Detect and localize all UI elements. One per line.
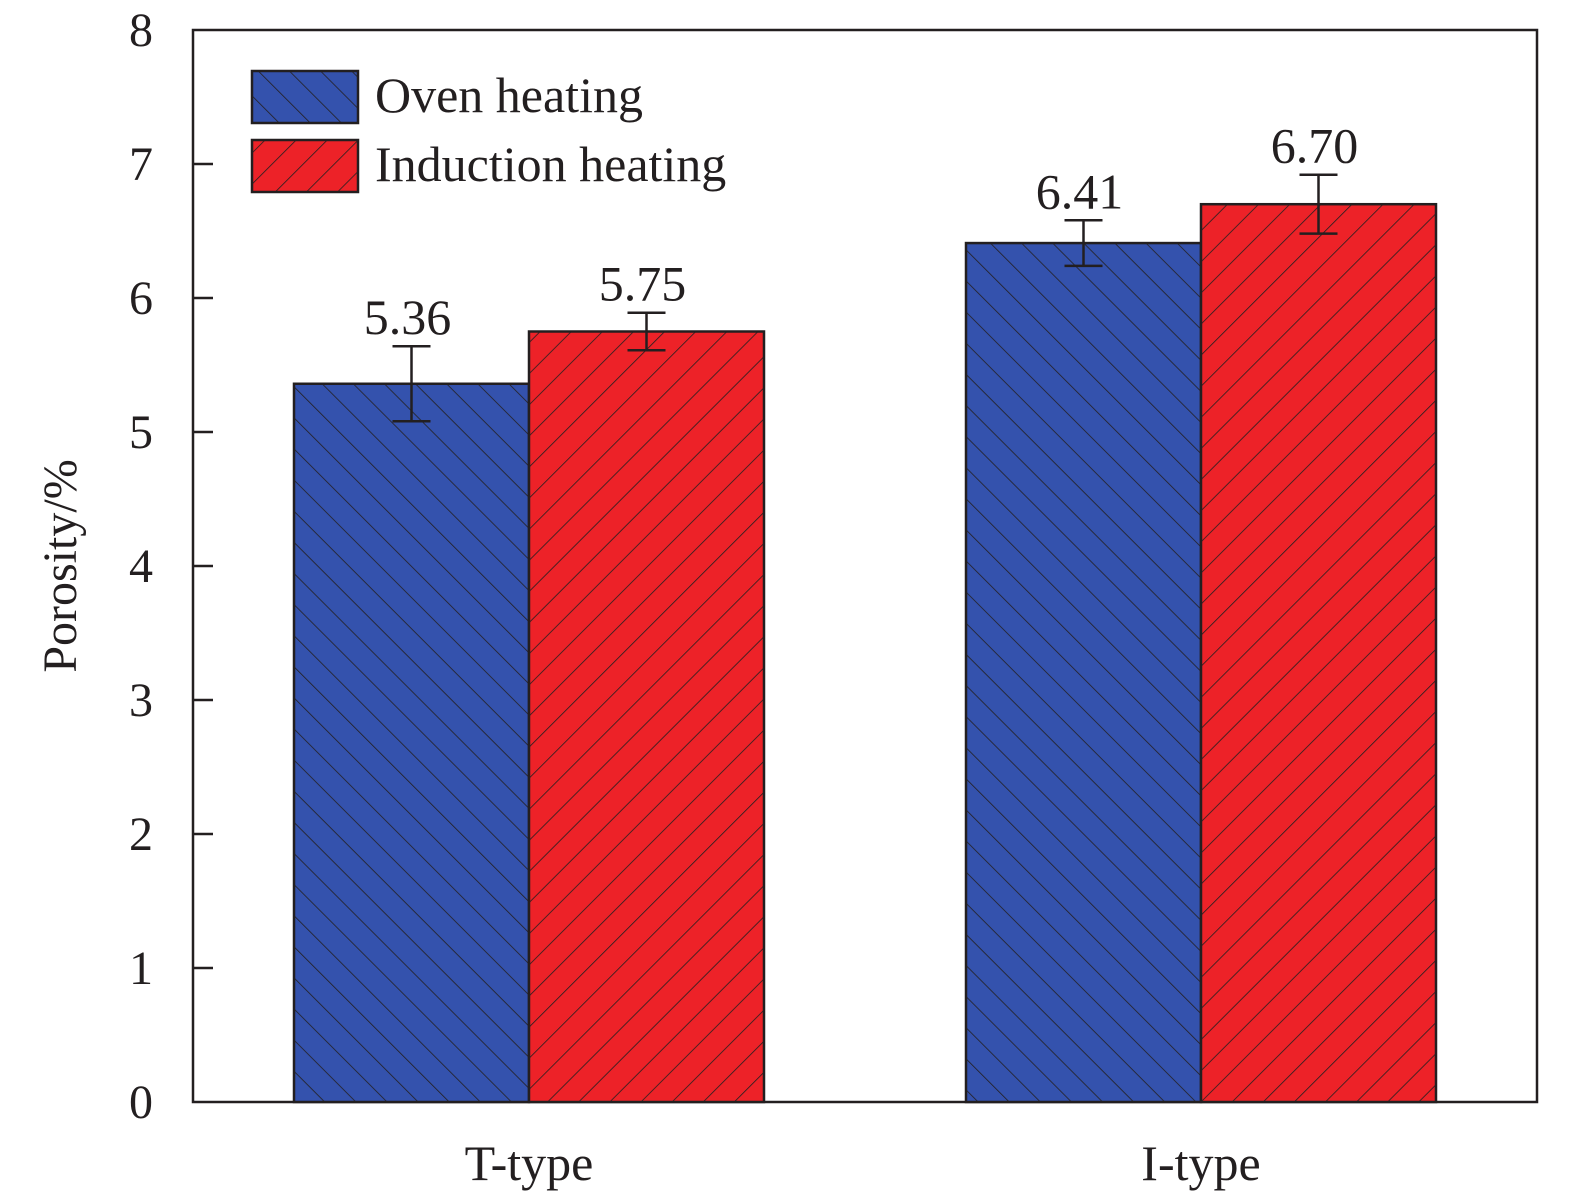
x-category-label-i-type: I-type [1141,1135,1260,1191]
legend-swatch-oven-heating-hatch [252,71,358,123]
plot-area: 0 1 2 3 4 5 6 7 8 T-type 5.36 5.75 I-type 6.41 6.70 [129,4,1539,1191]
y-tick-label: 2 [129,808,153,861]
legend-label-oven-heating: Oven heating [375,67,643,123]
x-category-label-t-type: T-type [465,1135,594,1191]
y-tick-label: 5 [129,406,153,459]
bar-hatch-induction-heating-i-type [1199,202,1438,1104]
y-tick-label: 8 [129,4,153,57]
legend-entry-oven-heating: Oven heating [250,67,643,125]
y-tick-label: 4 [129,540,153,593]
y-tick-label: 0 [129,1076,153,1129]
legend-swatch-induction-heating-hatch [252,140,358,192]
legend-entry-induction-heating: Induction heating [250,136,726,194]
y-tick-label: 6 [129,272,153,325]
legend-label-induction-heating: Induction heating [375,136,726,192]
bar-hatch-oven-heating-t-type [292,382,531,1104]
y-axis-title: Porosity/% [34,459,87,672]
y-tick-label: 7 [129,138,153,191]
legend: Oven heating Induction heating [250,67,726,194]
data-label-induction-heating-t-type: 5.75 [599,256,687,312]
bar-hatch-induction-heating-t-type [527,330,766,1104]
bar-hatch-oven-heating-i-type [964,241,1203,1104]
data-label-oven-heating-i-type: 6.41 [1036,163,1124,219]
data-label-induction-heating-i-type: 6.70 [1271,118,1359,174]
y-tick-label: 1 [129,942,153,995]
y-tick-label: 3 [129,674,153,727]
data-label-oven-heating-t-type: 5.36 [364,289,452,345]
